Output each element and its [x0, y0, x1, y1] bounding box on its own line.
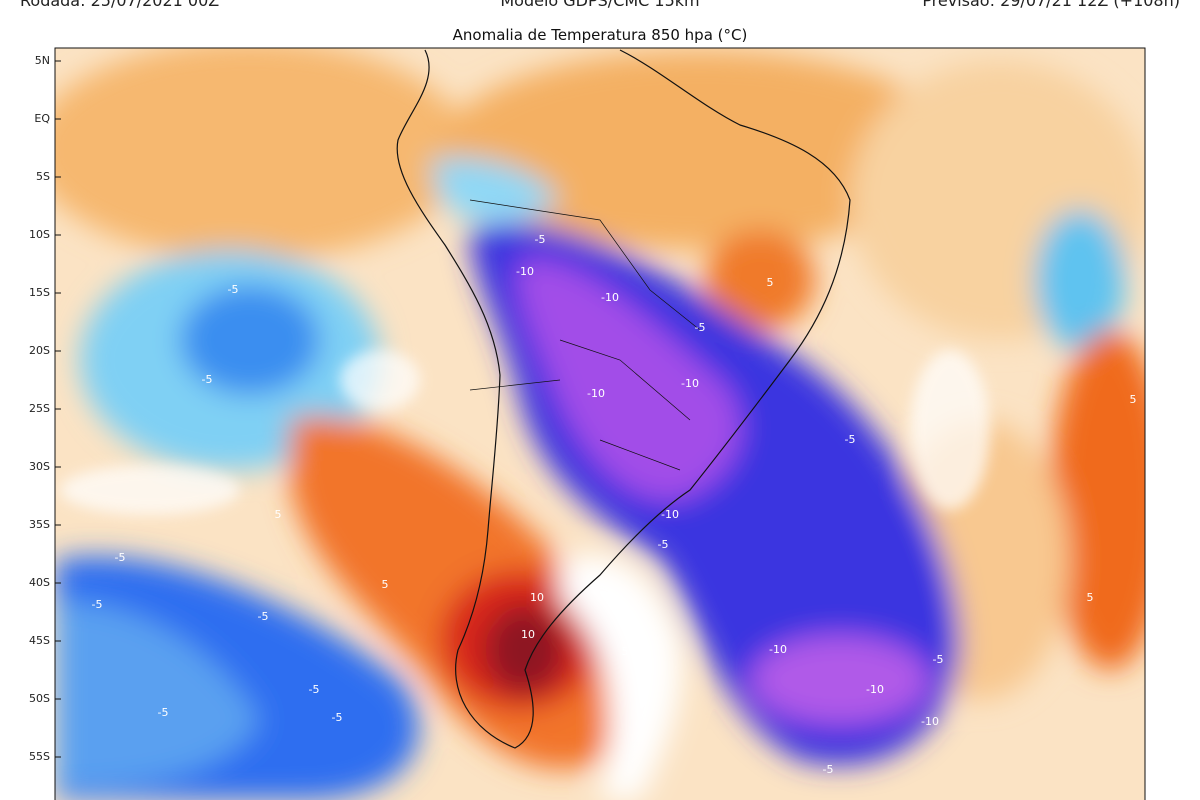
contour-label: -5 [658, 538, 669, 551]
contour-label: -5 [258, 610, 269, 623]
contour-label: -5 [823, 763, 834, 776]
contour-label: 5 [767, 276, 774, 289]
contour-label: -10 [516, 265, 534, 278]
contour-label: -5 [695, 321, 706, 334]
latitude-label: 10S [29, 228, 50, 241]
header-center: Modelo GDPS/CMC 15km [500, 0, 699, 10]
contour-label: 5 [1130, 393, 1137, 406]
contour-label: 5 [1087, 591, 1094, 604]
contour-label: 10 [530, 591, 544, 604]
contour-label: 5 [622, 645, 629, 658]
latitude-label: 50S [29, 692, 50, 705]
contour-label: -5 [92, 598, 103, 611]
map-title: Anomalia de Temperatura 850 hpa (°C) [453, 26, 748, 44]
latitude-label: 5N [35, 54, 50, 67]
latitude-label: EQ [34, 112, 50, 125]
contour-label: 10 [521, 628, 535, 641]
map-frame [54, 47, 1146, 800]
contour-label: -10 [681, 377, 699, 390]
contour-label: -5 [933, 653, 944, 666]
contour-label: -5 [228, 283, 239, 296]
contour-label: -5 [845, 433, 856, 446]
labels: 5N EQ 5S 10S 15S 20S 25S 30S 35S 40S 45S 50S 55S -5 -1… [29, 54, 1136, 776]
latitude-label: 20S [29, 344, 50, 357]
contour-label: -5 [202, 373, 213, 386]
contour-label: 5 [382, 578, 389, 591]
borders [469, 199, 701, 471]
header-left: Rodada: 25/07/2021 00Z [20, 0, 219, 10]
contour-label: -5 [115, 551, 126, 564]
contour-label: -10 [921, 715, 939, 728]
header-right: Previsão: 29/07/21 12Z (+108h) [922, 0, 1180, 10]
contour-label: -5 [332, 711, 343, 724]
latitude-label: 5S [36, 170, 50, 183]
latitude-label: 55S [29, 750, 50, 763]
latitude-label: 35S [29, 518, 50, 531]
contour-label: -10 [601, 291, 619, 304]
contour-label: -10 [661, 508, 679, 521]
latitude-label: 25S [29, 402, 50, 415]
latitude-label: 15S [29, 286, 50, 299]
latitude-label: 45S [29, 634, 50, 647]
contour-label: 5 [275, 508, 282, 521]
contour-label: -5 [158, 706, 169, 719]
latitude-label: 30S [29, 460, 50, 473]
coastline [396, 49, 851, 749]
contour-label: -10 [769, 643, 787, 656]
contour-label: -10 [587, 387, 605, 400]
anomaly-field [55, 48, 1145, 800]
contour-label: -5 [535, 233, 546, 246]
latitude-label: 40S [29, 576, 50, 589]
contour-label: -10 [866, 683, 884, 696]
contour-label: -5 [309, 683, 320, 696]
